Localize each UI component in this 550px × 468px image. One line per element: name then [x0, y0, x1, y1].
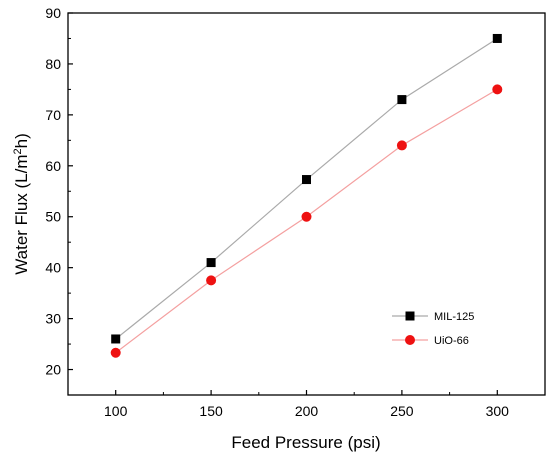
x-tick-label: 250: [390, 403, 414, 419]
series-layer: [110, 33, 503, 358]
x-tick-label: 200: [295, 403, 319, 419]
series-line-mil-125: [115, 37, 498, 340]
y-axis-label-main: Water Flux (L/m: [12, 154, 31, 274]
y-tick-label: 90: [45, 5, 61, 21]
x-tick-label: 100: [104, 403, 128, 419]
y-tick-label: 30: [45, 311, 61, 327]
legend-label-uio-66: UiO-66: [434, 335, 469, 347]
legend-marker-uio-66: [405, 335, 415, 345]
data-point-mil-125: [206, 258, 216, 268]
y-axis-label: Water Flux (L/m2h): [12, 133, 31, 275]
data-point-mil-125: [397, 95, 407, 105]
data-point-uio-66: [110, 347, 121, 358]
y-axis-label-superscript: 2: [12, 148, 24, 154]
y-tick-label: 20: [45, 362, 61, 378]
legend-label-mil-125: MIL-125: [434, 311, 474, 323]
data-point-mil-125: [302, 175, 311, 185]
y-tick-label: 70: [45, 107, 61, 123]
data-point-mil-125: [492, 33, 502, 43]
data-point-uio-66: [301, 211, 312, 222]
x-tick-label: 150: [199, 403, 223, 419]
y-axis-ticks: 20 30 40 50 60 70 80 90: [45, 5, 73, 396]
x-tick-label: 300: [486, 403, 510, 419]
legend-marker-mil-125: [405, 311, 415, 321]
data-point-mil-125: [111, 334, 121, 344]
data-point-uio-66: [206, 275, 217, 286]
y-axis-label-unit-end: h): [12, 133, 31, 148]
data-point-uio-66: [492, 84, 503, 95]
y-tick-label: 50: [45, 209, 61, 225]
x-axis-ticks: 100 150 200 250 300: [67, 390, 546, 419]
x-axis-label: Feed Pressure (psi): [231, 433, 380, 452]
y-tick-label: 40: [45, 260, 61, 276]
data-point-uio-66: [396, 140, 407, 151]
y-tick-label: 60: [45, 158, 61, 174]
plot-frame: [67, 12, 546, 396]
legend: MIL-125 UiO-66: [392, 311, 474, 347]
y-tick-label: 80: [45, 56, 61, 72]
